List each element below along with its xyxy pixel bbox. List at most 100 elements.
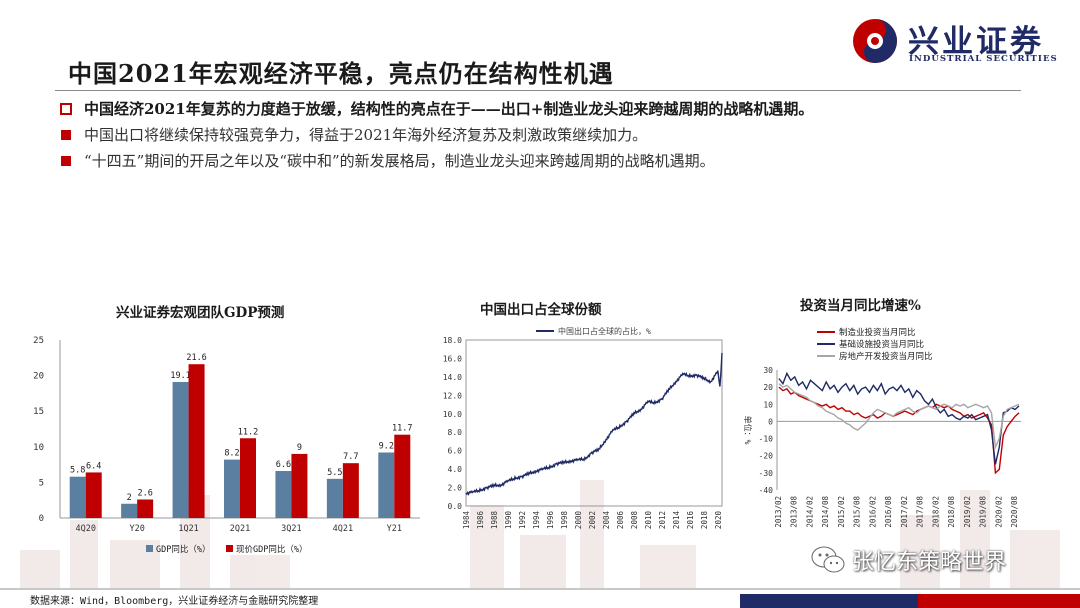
x-tick-label: 4Q21 [333, 524, 353, 534]
x-tick-label: 3Q21 [281, 524, 301, 534]
investment-growth-line-chart: 30 20 10 0 -10 -20 -30 -40 单位：% 2013/02 2013/08 201… [743, 327, 1021, 528]
bar-value-label: 9 [297, 443, 302, 453]
x-tick-label: 2016/08 [884, 496, 893, 528]
brand-mark-icon [853, 19, 897, 63]
x-tick-label: 2017/02 [900, 496, 909, 528]
bar-gdp [121, 503, 138, 518]
x-tick-label: 1984 [462, 511, 471, 530]
y-tick-label: 2.0 [448, 484, 463, 493]
x-tick-label: 2014/08 [821, 496, 830, 528]
x-tick-label: 2014/02 [805, 496, 814, 528]
y-tick-label: 0.0 [448, 502, 463, 511]
x-tick-label: Y20 [129, 524, 144, 534]
bullet-text: “十四五”期间的开局之年以及“碳中和”的新发展格局，制造业龙头迎来跨越周期的战略… [84, 152, 715, 170]
footer-bar-red [918, 594, 1080, 608]
bar-nominal-gdp [342, 463, 359, 518]
legend-label: 房地产开发投资当月同比 [839, 351, 933, 362]
hollow-square-bullet-icon [60, 103, 72, 115]
y-tick-label: -10 [759, 435, 774, 444]
series-line-export-share [465, 352, 723, 496]
slide-title: 中国2021年宏观经济平稳，亮点仍在结构性机遇 [68, 59, 614, 88]
x-tick-label: 1994 [532, 511, 541, 530]
x-tick-label: 2002 [588, 511, 597, 529]
bar-value-label: 6.6 [276, 460, 291, 470]
series-line-real-estate [778, 383, 1020, 450]
bullet-text: 中国经济2021年复苏的力度趋于放缓，结构性的亮点在于——出口+制造业龙头迎来跨… [84, 100, 814, 118]
bar-value-label: 7.7 [343, 452, 358, 462]
x-tick-label: 2013/08 [790, 496, 799, 528]
watermark-text: 张忆东策略世界 [852, 550, 1007, 575]
x-tick-label: 1990 [504, 511, 513, 530]
bar-gdp [224, 459, 240, 518]
bar-nominal-gdp [291, 453, 308, 518]
y-tick-label: 0 [39, 514, 44, 524]
bar-nominal-gdp [188, 364, 205, 518]
x-tick-label: 2020/08 [1010, 496, 1019, 528]
brand-logo: 兴业证券 INDUSTRIAL SECURITIES [852, 14, 1064, 66]
bar-gdp [378, 452, 395, 518]
x-tick-label: 2017/08 [916, 496, 925, 528]
legend-label: GDP同比（%） [156, 544, 210, 555]
bar-value-label: 11.2 [238, 427, 258, 437]
bar-value-label: 19.1 [170, 371, 190, 381]
bar-nominal-gdp [394, 434, 411, 518]
y-tick-label: 10.0 [443, 410, 462, 419]
y-tick-label: 10 [763, 400, 773, 409]
y-tick-label: -30 [759, 469, 774, 478]
x-tick-label: 1998 [560, 511, 569, 530]
bar-gdp [326, 478, 343, 518]
bar-value-label: 6.4 [86, 461, 101, 471]
bar-nominal-gdp [240, 438, 256, 518]
x-tick-label: 1988 [490, 511, 499, 530]
wechat-icon [811, 546, 845, 573]
export-chart-title: 中国出口占全球份额 [480, 302, 602, 318]
x-tick-label: 2014 [672, 511, 681, 530]
y-tick-label: 20 [763, 383, 773, 392]
filled-square-bullet-icon [61, 156, 71, 166]
x-tick-label: 1Q21 [178, 524, 198, 534]
x-tick-label: 1986 [476, 511, 485, 530]
x-tick-label: 2016 [686, 511, 695, 530]
legend-label: 基础设施投资当月同比 [839, 339, 924, 350]
footer-divider [0, 588, 1080, 590]
legend-label: 现价GDP同比（%） [236, 544, 307, 555]
bar-nominal-gdp [137, 499, 154, 518]
legend-swatch [146, 545, 153, 552]
y-tick-label: 12.0 [443, 391, 462, 400]
x-tick-label: Y21 [387, 524, 402, 534]
x-tick-label: 2010 [644, 511, 653, 530]
bar-gdp [69, 476, 86, 518]
investment-chart-title: 投资当月同比增速% [800, 298, 921, 314]
bullet-item: “十四五”期间的开局之年以及“碳中和”的新发展格局，制造业龙头迎来跨越周期的战略… [60, 151, 1020, 177]
y-tick-label: 0 [768, 417, 773, 426]
x-tick-label: 2020/02 [994, 496, 1003, 528]
bullet-text: 中国出口将继续保持较强竞争力，得益于2021年海外经济复苏及刺激政策继续加力。 [84, 126, 648, 144]
y-tick-label: 15 [33, 407, 44, 417]
y-tick-label: 14.0 [443, 373, 462, 382]
x-tick-label: 2018/02 [931, 496, 940, 528]
plot-frame [465, 339, 723, 507]
x-tick-label: 2020 [714, 511, 723, 530]
bar-value-label: 9.2 [379, 441, 394, 451]
title-divider [55, 90, 1021, 91]
x-tick-label: 2000 [574, 511, 583, 530]
x-tick-label: 4Q20 [75, 524, 95, 534]
x-tick-label: 2018/08 [947, 496, 956, 528]
bar-value-label: 11.7 [392, 424, 412, 434]
legend-label: 中国出口占全球的占比，% [558, 326, 651, 336]
x-tick-label: 2013/02 [774, 496, 783, 528]
y-tick-label: 18.0 [443, 336, 462, 345]
bullet-item: 中国经济2021年复苏的力度趋于放缓，结构性的亮点在于——出口+制造业龙头迎来跨… [60, 99, 1020, 125]
data-source-note: 数据来源：Wind，Bloomberg，兴业证券经济与金融研究院整理 [30, 596, 319, 607]
y-tick-label: 30 [763, 366, 773, 375]
filled-square-bullet-icon [61, 130, 71, 140]
x-tick-label: 2019/02 [963, 496, 972, 528]
export-share-line-chart: 0.0 2.0 4.0 6.0 8.0 10.0 12.0 14.0 16.0 18.0 1984 1… [443, 326, 723, 530]
x-tick-label: 2004 [602, 511, 611, 530]
x-tick-label: 2019/08 [979, 496, 988, 528]
wechat-watermark: 张忆东策略世界 [810, 543, 1006, 577]
y-tick-label: 8.0 [448, 428, 463, 437]
x-tick-label: 2015/08 [853, 496, 862, 528]
legend-label: 制造业投资当月同比 [839, 327, 916, 338]
background-skyline [0, 470, 1080, 590]
